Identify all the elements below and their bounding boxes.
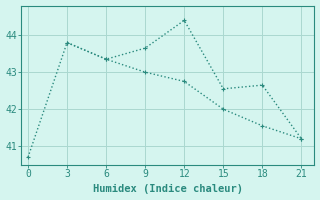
X-axis label: Humidex (Indice chaleur): Humidex (Indice chaleur) bbox=[93, 184, 243, 194]
